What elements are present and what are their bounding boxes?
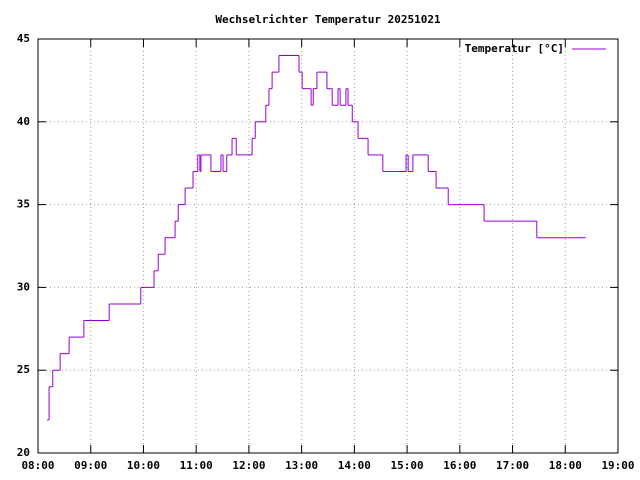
- y-tick-label: 25: [17, 363, 30, 376]
- chart-title: Wechselrichter Temperatur 20251021: [215, 13, 441, 26]
- y-tick-label: 40: [17, 115, 30, 128]
- legend-label: Temperatur [°C]: [465, 42, 564, 55]
- x-tick-label: 08:00: [21, 459, 54, 472]
- y-tick-label: 30: [17, 280, 30, 293]
- x-tick-label: 18:00: [549, 459, 582, 472]
- x-tick-label: 12:00: [232, 459, 265, 472]
- x-tick-label: 19:00: [601, 459, 634, 472]
- x-tick-label: 09:00: [74, 459, 107, 472]
- x-tick-label: 14:00: [338, 459, 371, 472]
- x-tick-label: 17:00: [496, 459, 529, 472]
- x-tick-label: 11:00: [180, 459, 213, 472]
- x-tick-label: 10:00: [127, 459, 160, 472]
- y-tick-label: 35: [17, 198, 30, 211]
- x-tick-label: 16:00: [443, 459, 476, 472]
- y-tick-label: 45: [17, 32, 30, 45]
- plot-border: [37, 38, 619, 454]
- x-tick-label: 13:00: [285, 459, 318, 472]
- y-tick-label: 20: [17, 446, 30, 459]
- x-tick-label: 15:00: [391, 459, 424, 472]
